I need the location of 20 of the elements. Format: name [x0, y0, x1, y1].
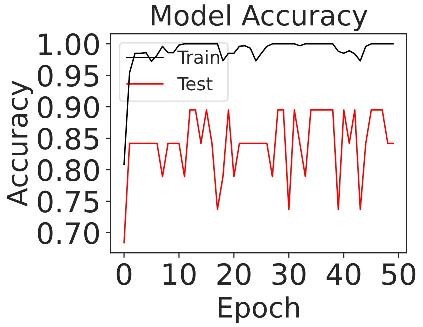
x-tick-label: 50 — [382, 263, 416, 286]
y-tick-label: 1.00 — [39, 34, 100, 56]
y-tick-label: 0.80 — [38, 159, 100, 182]
x-tick-label: 10 — [164, 263, 196, 286]
y-tick-label: 0.75 — [38, 190, 99, 213]
x-tick-label: 20 — [218, 263, 251, 286]
y-tick-label: 0.85 — [38, 128, 99, 150]
legend-label: Test — [178, 77, 213, 91]
line-series — [124, 43, 394, 166]
chart-title: Model Accuracy — [152, 4, 368, 32]
y-tick-label: 0.70 — [38, 222, 100, 244]
y-tick-label: 0.95 — [38, 64, 99, 88]
x-axis-title: Epoch — [219, 296, 300, 324]
x-tick-label: 40 — [326, 263, 361, 286]
y-axis-title: Accuracy — [7, 80, 34, 207]
legend-label: Train — [178, 50, 220, 64]
line-series — [124, 109, 394, 244]
x-tick-label: 0 — [116, 263, 132, 286]
x-tick-label: 30 — [272, 263, 306, 286]
y-tick-label: 0.90 — [38, 96, 100, 119]
